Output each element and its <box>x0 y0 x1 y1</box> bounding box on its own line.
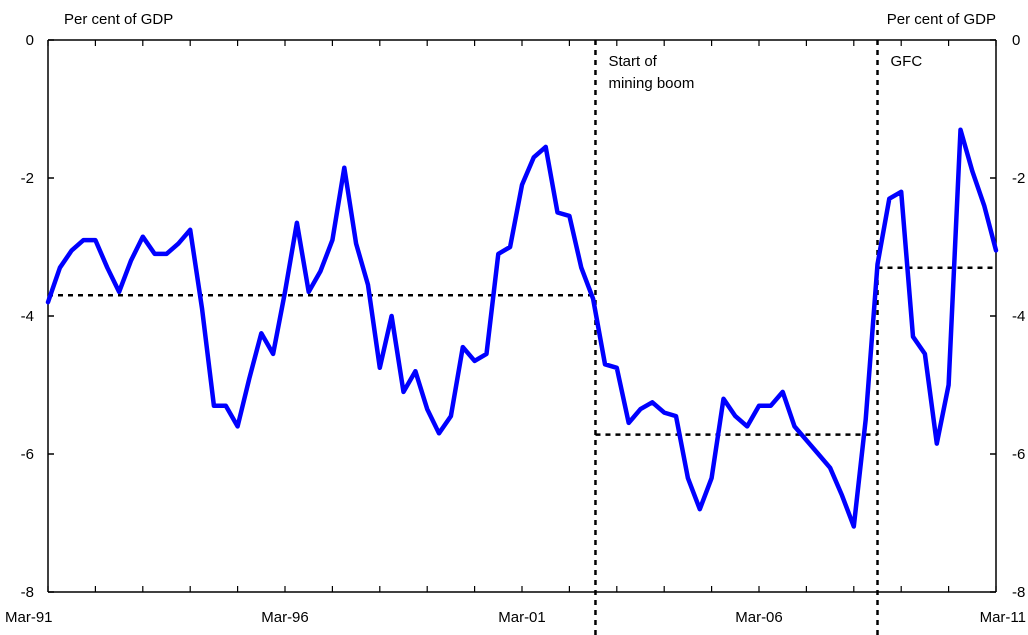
x-tick-label: Mar-11 <box>980 609 1026 626</box>
event-lines: Start of mining boom GFC <box>594 40 923 635</box>
y-tick-label-left: -2 <box>21 170 34 187</box>
x-tick-label: Mar-01 <box>498 609 546 626</box>
x-tick-label: Mar-91 <box>5 609 53 626</box>
labels: Per cent of GDP Per cent of GDP <box>64 11 996 28</box>
y-tick-label-left: -8 <box>21 584 34 601</box>
series-line <box>45 127 999 529</box>
x-tick-label: Mar-96 <box>261 609 309 626</box>
y-tick-label-right: 0 <box>1012 32 1020 49</box>
axes: 0 0 -2 -2 -4 -4 -6 -6 -8 -8 Mar-91 Mar-96 Mar-01 Mar-… <box>5 32 1026 626</box>
y-tick-label-left: -4 <box>21 308 34 325</box>
event-annotation: mining boom <box>608 75 694 92</box>
series <box>45 127 999 529</box>
y-tick-label-right: -8 <box>1012 584 1025 601</box>
event-annotation: GFC <box>891 53 923 70</box>
y-tick-label-right: -2 <box>1012 170 1025 187</box>
y-tick-label-right: -6 <box>1012 446 1025 463</box>
y-tick-label-left: 0 <box>26 32 34 49</box>
x-tick-label: Mar-06 <box>735 609 783 626</box>
y-tick-label-right: -4 <box>1012 308 1025 325</box>
left-axis-unit-label: Per cent of GDP <box>64 11 173 28</box>
event-annotation: Start of <box>608 53 657 70</box>
average-lines <box>48 266 996 436</box>
y-tick-label-left: -6 <box>21 446 34 463</box>
right-axis-unit-label: Per cent of GDP <box>887 11 996 28</box>
